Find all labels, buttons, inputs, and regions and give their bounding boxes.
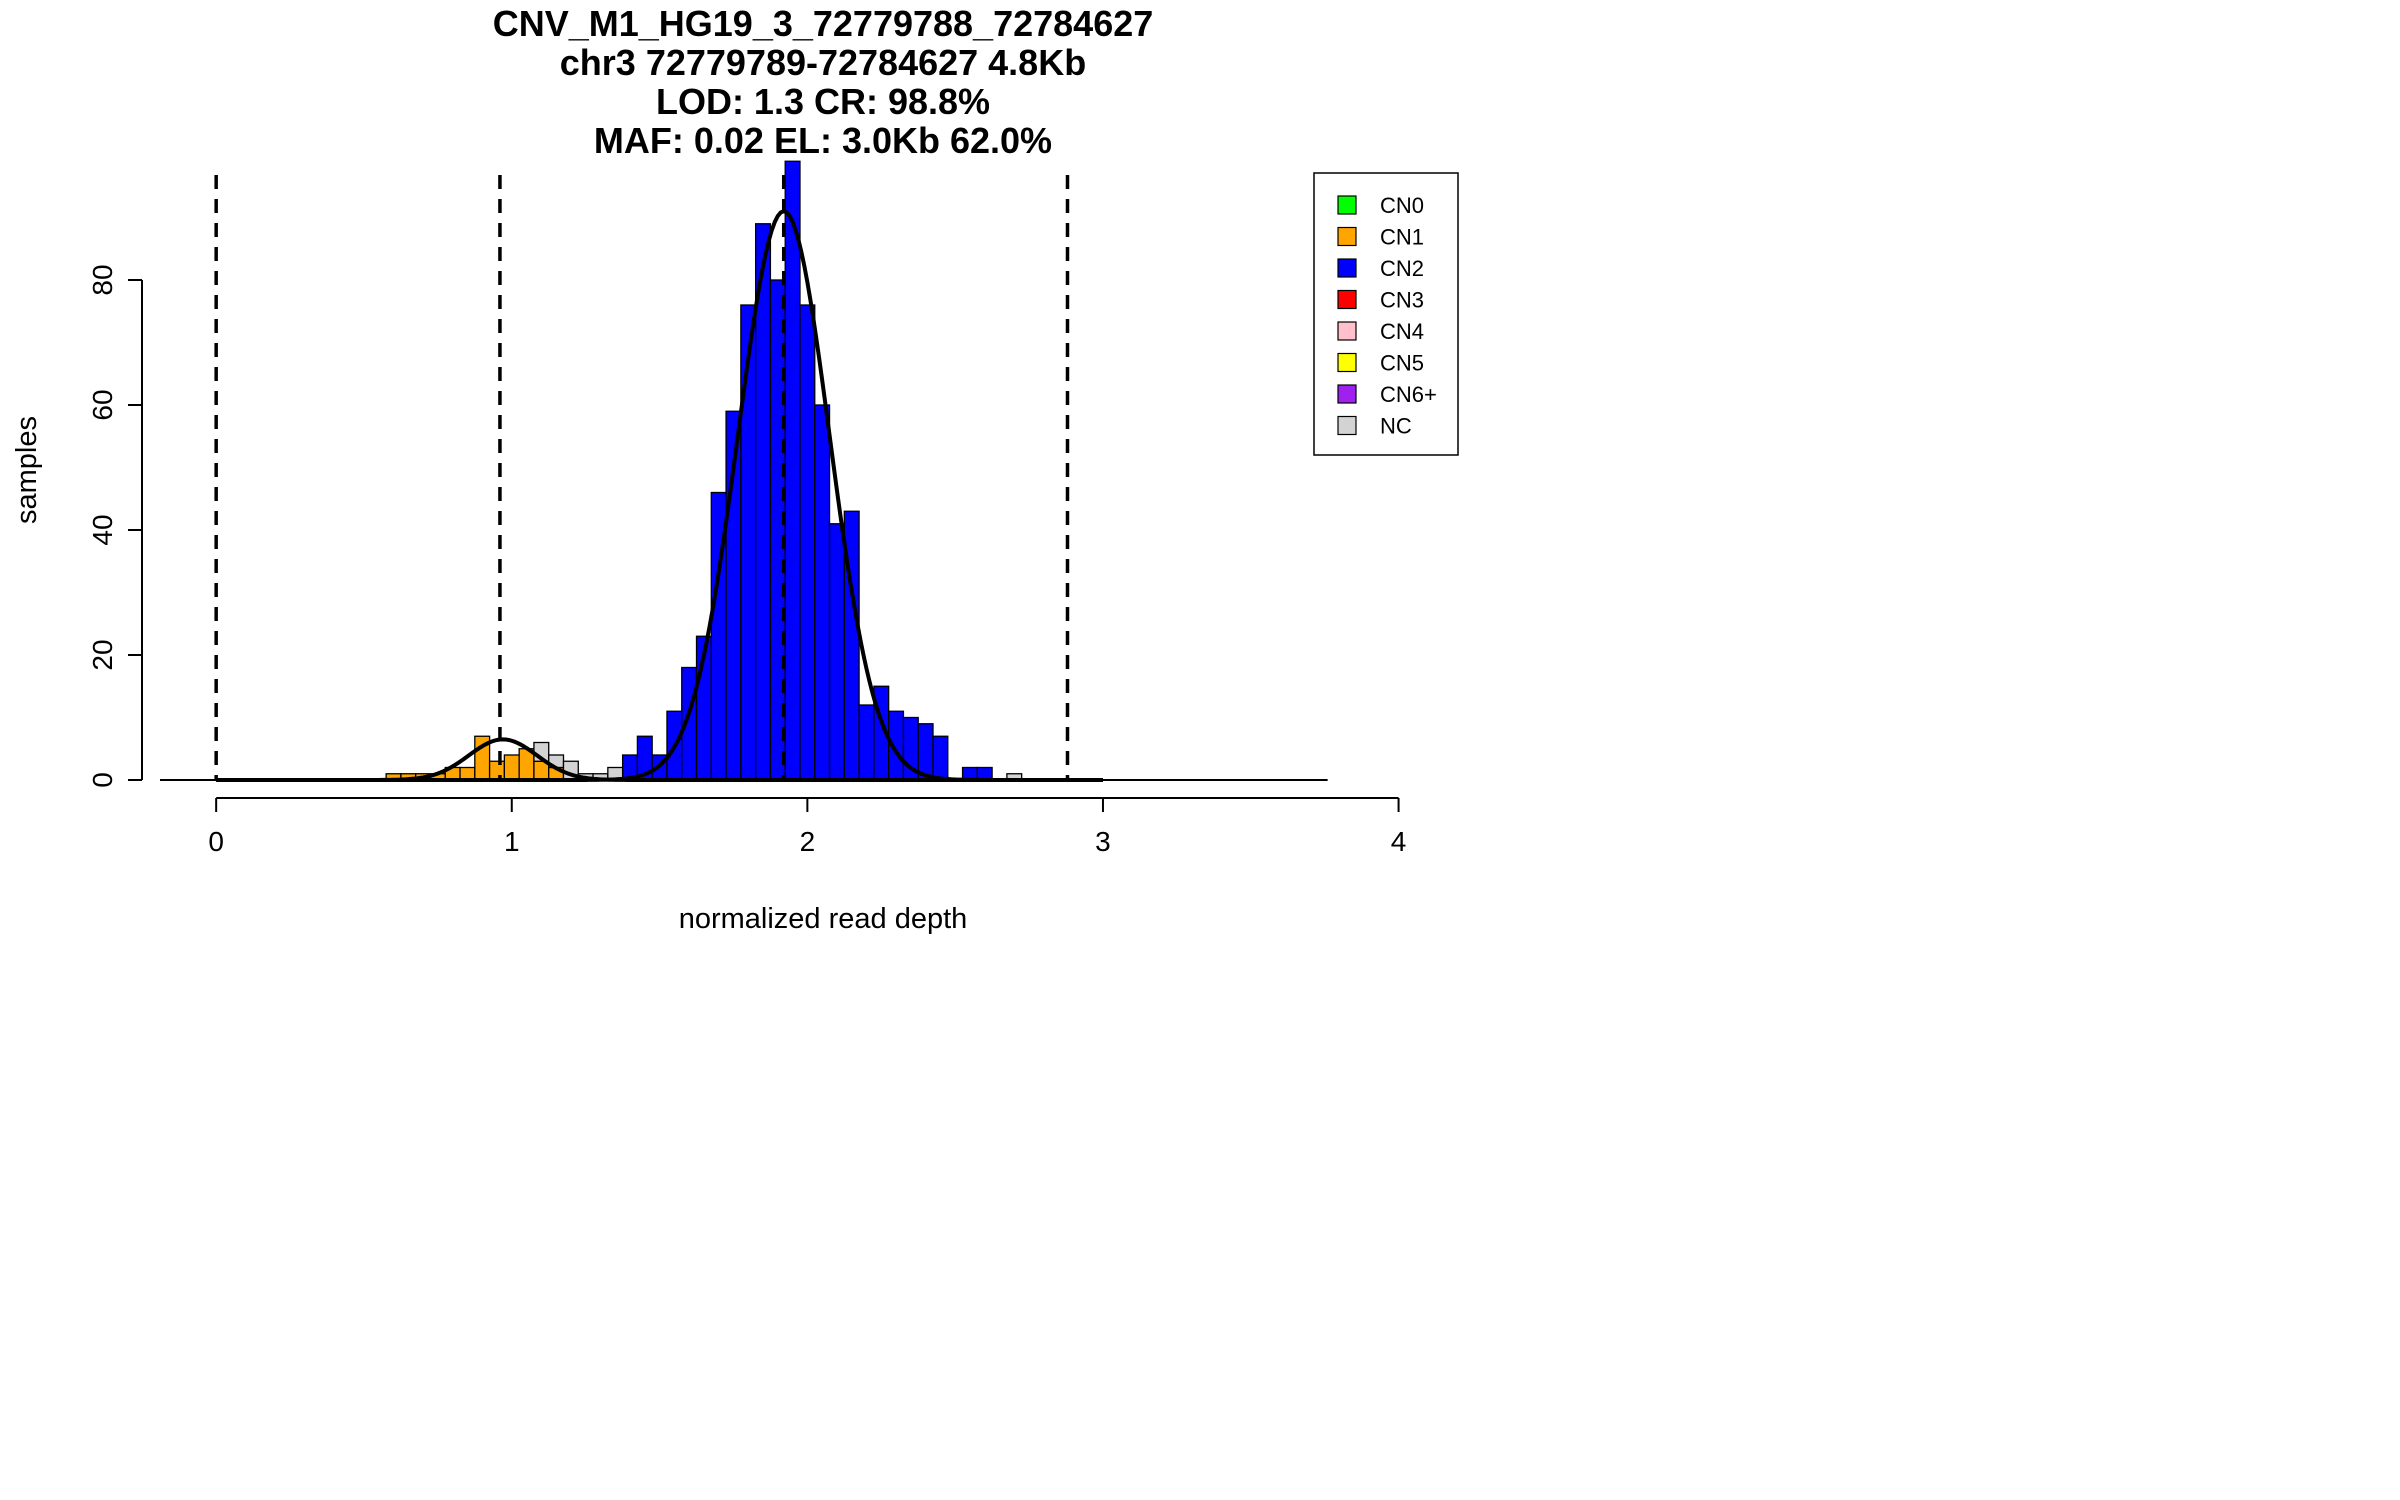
x-tick-label-2: 2 — [800, 826, 816, 857]
y-tick-label-0: 0 — [87, 772, 118, 788]
bar-cn2-13 — [814, 404, 831, 781]
x-tick-label-3: 3 — [1095, 826, 1111, 857]
density-curve-1 — [216, 209, 1103, 782]
bar-cn2-8 — [740, 304, 757, 781]
y-tick-label-1: 20 — [87, 639, 118, 670]
bar-cn2-21 — [932, 735, 949, 781]
legend-swatch-cn6plus — [1337, 384, 1357, 404]
y-axis-label: samples — [11, 416, 43, 524]
legend-swatch-cn5 — [1337, 352, 1357, 373]
legend: CN0 CN1 CN2 CN3 CN4 CN5 CN6+ NC — [1313, 172, 1459, 456]
bar-cn2-11 — [784, 160, 801, 781]
title-line-3: LOD: 1.3 CR: 98.8% — [656, 81, 990, 122]
bar-cn2-12 — [799, 304, 816, 781]
legend-label-cn3: CN3 — [1380, 288, 1424, 313]
cnv-histogram-chart: CNV_M1_HG19_3_72779788_72784627 chr3 727… — [11, 3, 1459, 935]
title-line-1: CNV_M1_HG19_3_72779788_72784627 — [493, 3, 1154, 44]
y-tick-label-4: 80 — [87, 264, 118, 295]
bar-cn2-14 — [828, 523, 845, 781]
copy-number-guides — [214, 175, 1070, 780]
legend-label-cn0: CN0 — [1380, 193, 1424, 218]
legend-swatch-cn2 — [1337, 258, 1357, 278]
bar-cn2-16 — [858, 704, 875, 781]
x-tick-label-1: 1 — [504, 826, 520, 857]
x-tick-label-4: 4 — [1391, 826, 1407, 857]
legend-label-cn5: CN5 — [1380, 351, 1424, 376]
x-tick-label-0: 0 — [208, 826, 224, 857]
y-tick-label-2: 40 — [87, 514, 118, 545]
x-axis-label: normalized read depth — [679, 903, 968, 935]
legend-swatch-cn3 — [1337, 289, 1357, 310]
histogram-bars — [385, 160, 1023, 781]
legend-swatch-cn1 — [1337, 226, 1357, 247]
chart-title: CNV_M1_HG19_3_72779788_72784627 chr3 727… — [493, 3, 1154, 161]
legend-box — [1313, 172, 1459, 456]
density-curves — [216, 209, 1103, 782]
title-line-2: chr3 72779789-72784627 4.8Kb — [560, 42, 1086, 83]
legend-label-cn6plus: CN6+ — [1380, 382, 1437, 407]
bar-cn1-8 — [503, 754, 520, 781]
legend-swatch-cn0 — [1337, 195, 1357, 215]
legend-label-nc: NC — [1380, 414, 1412, 439]
legend-swatch-cn4 — [1337, 321, 1357, 341]
y-tick-label-3: 60 — [87, 389, 118, 420]
legend-label-cn4: CN4 — [1380, 319, 1424, 344]
bar-cn1-7 — [488, 760, 506, 781]
title-line-4: MAF: 0.02 EL: 3.0Kb 62.0% — [594, 120, 1052, 161]
legend-swatch-nc — [1337, 415, 1357, 436]
legend-label-cn1: CN1 — [1380, 225, 1424, 250]
legend-label-cn2: CN2 — [1380, 256, 1424, 281]
